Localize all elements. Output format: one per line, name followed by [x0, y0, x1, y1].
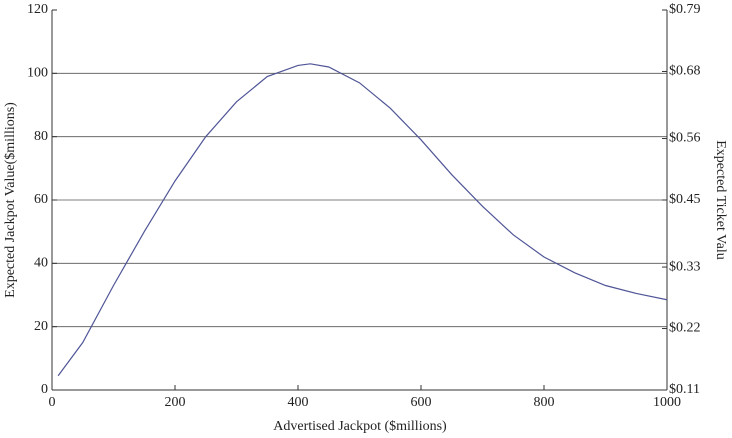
- y2-tick-label: $0.11: [669, 382, 700, 397]
- x-tick-label: 800: [534, 395, 555, 410]
- y-tick-label: 100: [27, 66, 48, 81]
- y2-tick-label: $0.68: [669, 64, 701, 79]
- y2-tick-label: $0.56: [669, 131, 701, 146]
- x-axis-label: Advertised Jackpot ($millions): [273, 419, 447, 434]
- y2-tick-label: $0.45: [669, 192, 701, 207]
- y2-tick-label: $0.79: [669, 2, 701, 17]
- x-tick-label: 0: [49, 395, 56, 410]
- y-tick-label: 20: [34, 319, 48, 334]
- x-tick-label: 1000: [653, 395, 681, 410]
- line-series: [57, 63, 668, 377]
- x-tick-label: 600: [411, 395, 432, 410]
- y-tick-label: 40: [34, 256, 48, 271]
- y2-tick-label: $0.33: [669, 259, 701, 274]
- x-tick-label: 400: [288, 395, 309, 410]
- y2-axis-label: Expected Ticket Valu: [713, 140, 728, 260]
- y-tick-label: 120: [27, 2, 48, 17]
- y-tick-label: 0: [41, 382, 48, 397]
- y-axis-label: Expected Jackpot Value($millions): [3, 102, 18, 298]
- x-tick-label: 200: [165, 395, 186, 410]
- y-tick-label: 60: [34, 192, 48, 207]
- y2-tick-label: $0.22: [669, 321, 701, 336]
- y-tick-label: 80: [34, 129, 48, 144]
